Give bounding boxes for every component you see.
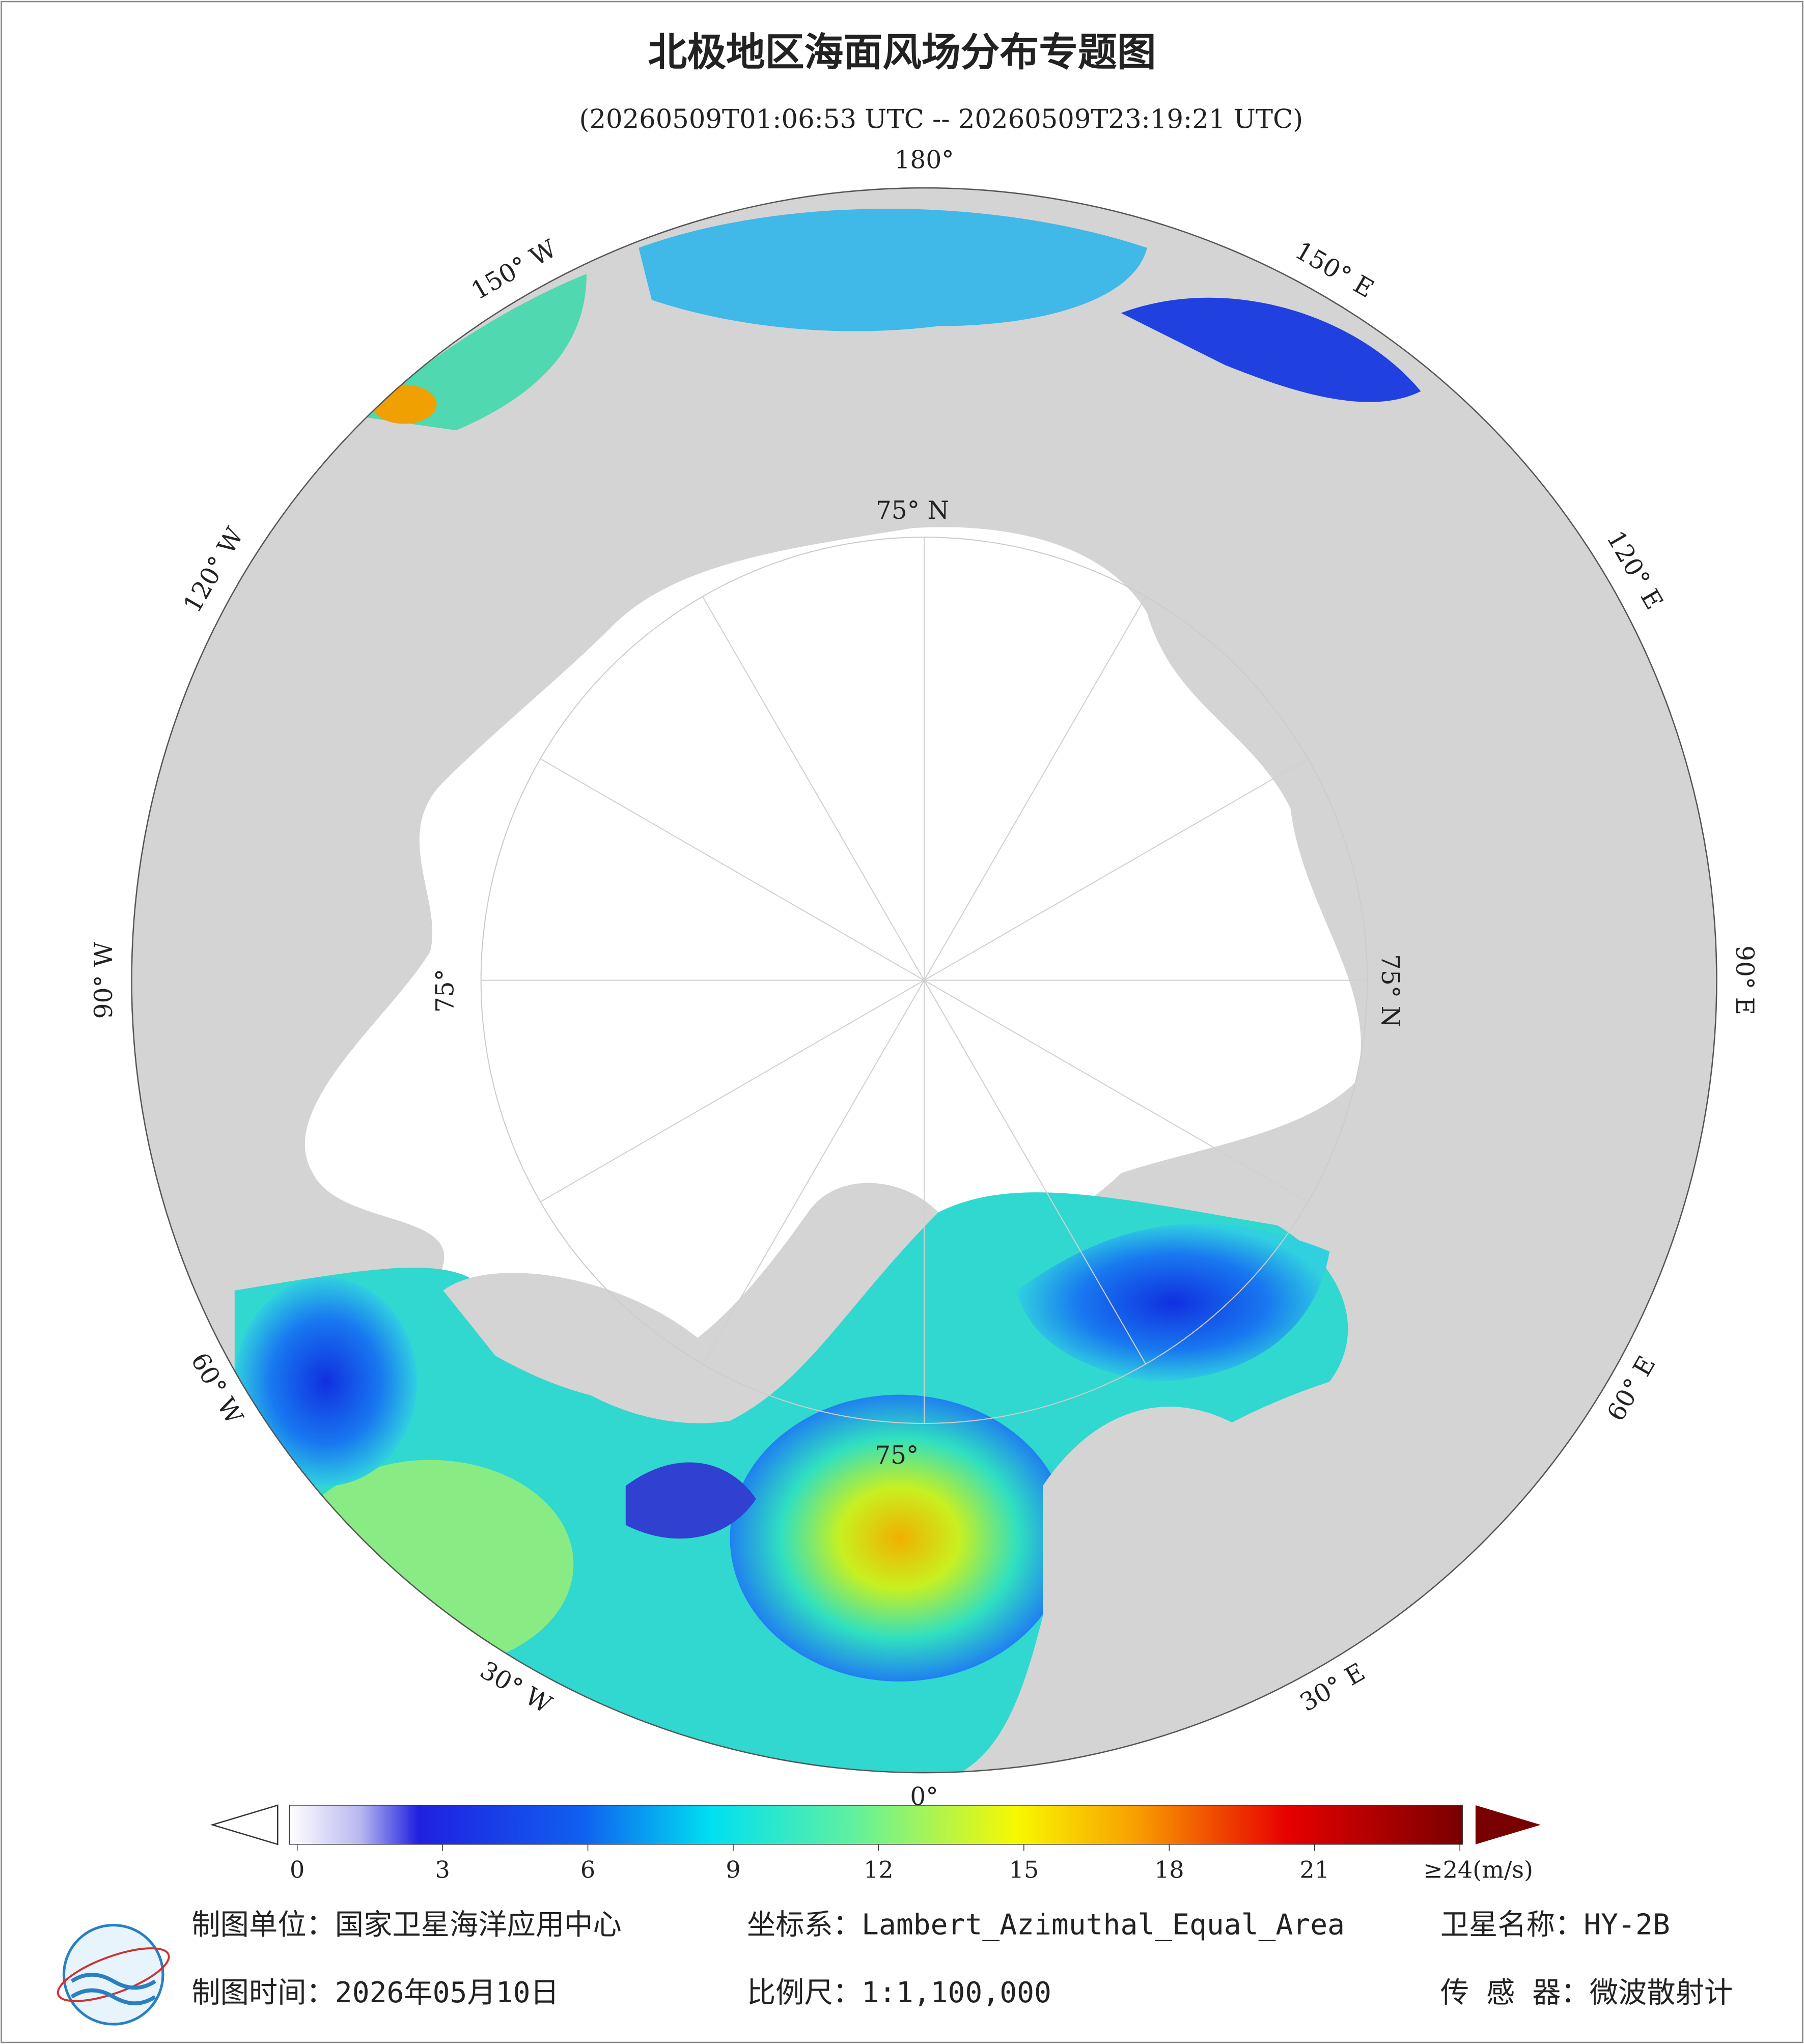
colorbar-tick-label: 18 — [1154, 1856, 1184, 1884]
arctic-ocean — [304, 527, 1361, 1396]
map-subtitle: (20260509T01:06:53 UTC -- 20260509T23:19… — [579, 104, 1303, 135]
colorbar-tick-label: 6 — [580, 1856, 595, 1884]
logo — [57, 1923, 170, 2026]
meridian — [540, 979, 925, 1202]
footer-text: 卫星名称：HY-2B — [1440, 1909, 1670, 1942]
scandinavia — [1042, 1407, 1267, 1700]
wind-patch — [1016, 1223, 1330, 1382]
longitude-label: 180° — [894, 146, 954, 174]
meridian — [924, 758, 1309, 981]
colorbar-tick-label: 9 — [726, 1856, 740, 1884]
wind-patch — [234, 1277, 418, 1486]
footer-text: 坐标系：Lambert_Azimuthal_Equal_Area — [747, 1909, 1345, 1942]
colorbar-scale — [289, 1805, 1463, 1845]
colorbar-tick-label: 21 — [1299, 1856, 1329, 1884]
wind-patch — [625, 1462, 756, 1539]
longitude-label: 90° E — [1730, 945, 1759, 1015]
meridian — [540, 758, 925, 981]
colorbar-tick-label: ≥24(m/s) — [1423, 1856, 1533, 1884]
colorbar-tick-label: 0 — [290, 1856, 304, 1884]
map-title: 北极地区海面风场分布专题图 — [648, 30, 1156, 75]
colorbar-tick-label: 3 — [435, 1856, 450, 1884]
longitude-label: 90° W — [90, 942, 118, 1019]
meridian — [924, 596, 1147, 981]
graticule — [481, 537, 1368, 1423]
wind-patch — [1121, 297, 1421, 402]
latitude-label: 75° N — [1376, 954, 1404, 1027]
wind-patch — [730, 1394, 1069, 1682]
footer-text: 制图时间：2026年05月10日 — [191, 1976, 559, 2009]
colorbar-high-arrow — [1475, 1805, 1541, 1844]
map-border — [131, 187, 1717, 1774]
meridian — [924, 980, 1147, 1364]
footer-text: 传 感 器：微波散射计 — [1440, 1976, 1733, 2009]
greenland — [443, 1273, 730, 1402]
colorbar-low-arrow — [210, 1804, 279, 1845]
colorbar-tick-label: 15 — [1009, 1856, 1039, 1884]
latitude-label: 75° — [875, 1441, 919, 1470]
meridian — [924, 979, 1309, 1202]
latitude-label: 75° N — [876, 496, 949, 525]
colorbar: 0 3 6 9 12 15 18 21 ≥24(m/s) — [210, 1804, 1541, 1884]
meridian — [702, 596, 925, 981]
latitude-label: 75° — [431, 969, 460, 1013]
meridian — [702, 980, 925, 1364]
bering-wind-field — [639, 209, 1147, 331]
footer-text: 比例尺：1:1,100,000 — [747, 1976, 1051, 2009]
footer-text: 制图单位：国家卫星海洋应用中心 — [191, 1909, 621, 1942]
colorbar-tick-label: 12 — [864, 1856, 894, 1884]
